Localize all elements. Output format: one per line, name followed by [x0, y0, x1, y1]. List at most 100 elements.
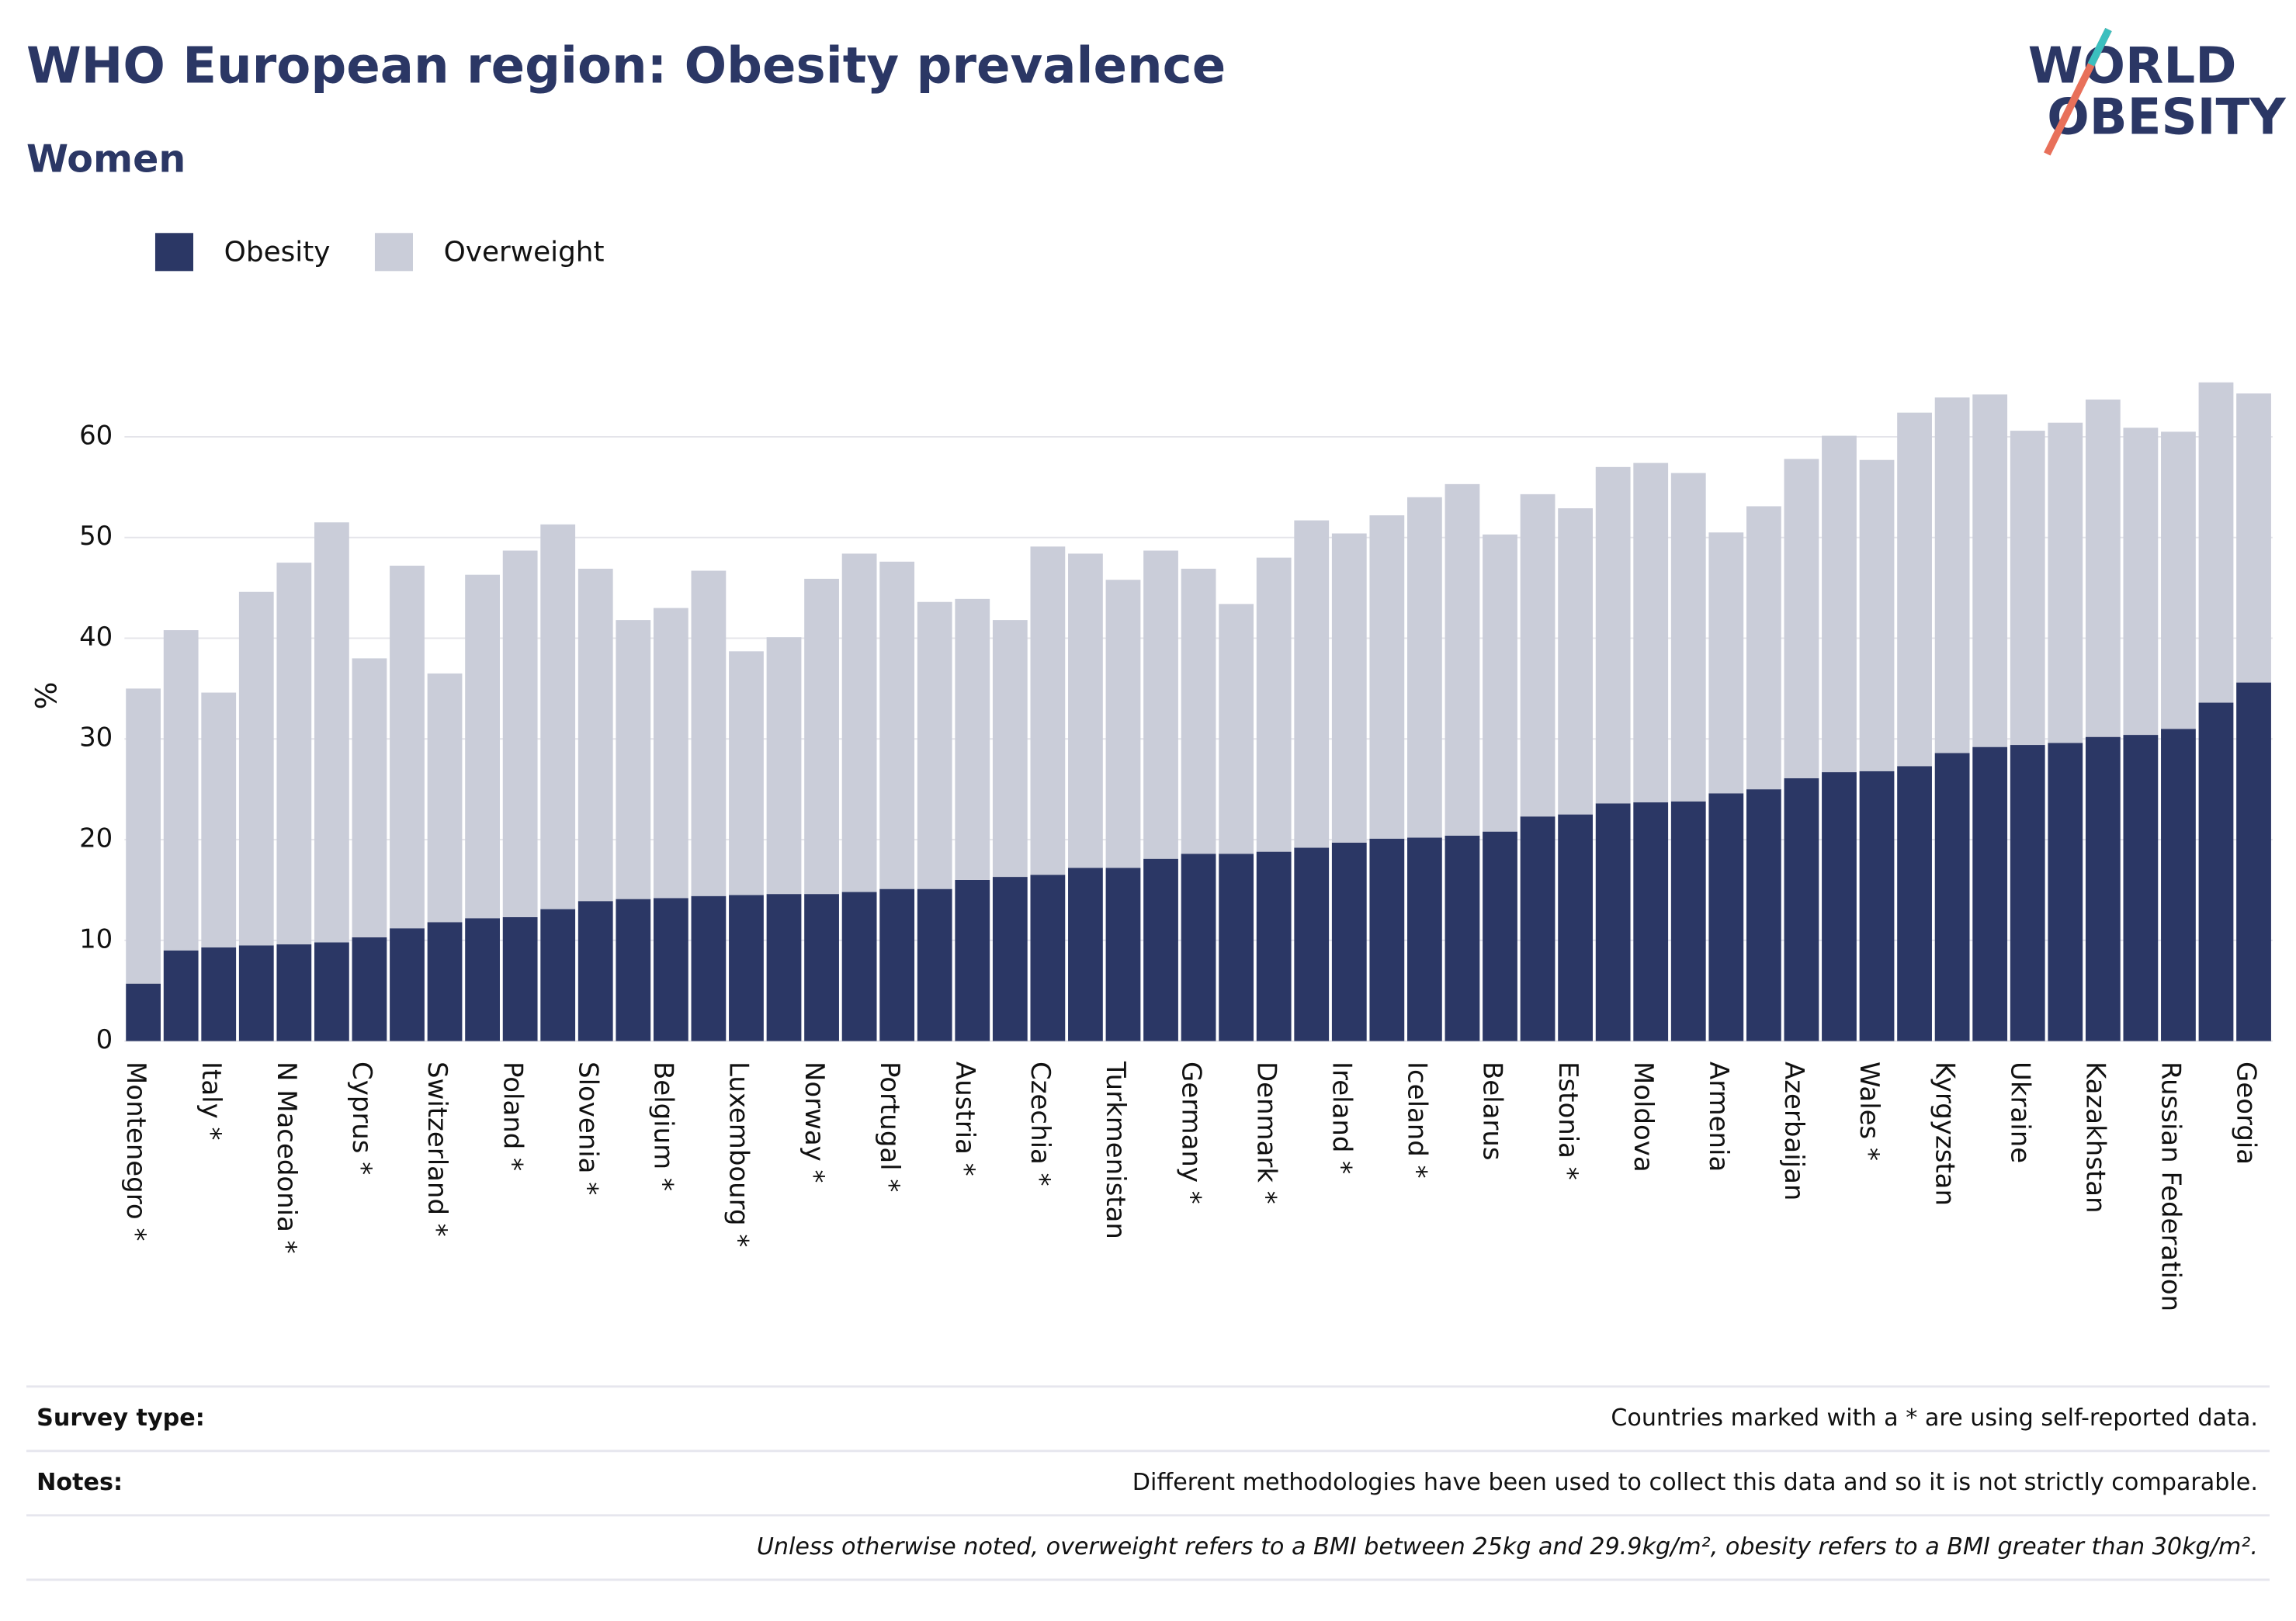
- logo-slash: [2087, 27, 2112, 67]
- legend-label: Overweight: [444, 237, 605, 268]
- bar-segment: [1483, 831, 1517, 1041]
- bar-segment: [352, 937, 387, 1041]
- bar-segment: [1407, 837, 1442, 1041]
- bar-segment: [352, 658, 387, 937]
- bar-segment: [1369, 515, 1405, 839]
- bar-segment: [804, 894, 839, 1041]
- bar-segment: [1068, 868, 1103, 1041]
- x-tick-label: Turkmenistan: [1100, 1061, 1131, 1239]
- x-tick-label: Austria *: [949, 1062, 980, 1176]
- bar-segment: [1105, 580, 1141, 868]
- bar-segment: [238, 945, 274, 1041]
- x-tick-label: Czechia *: [1025, 1062, 1056, 1186]
- y-axis-label: %: [29, 681, 64, 709]
- bar-segment: [314, 942, 349, 1041]
- bar-segment: [1331, 533, 1367, 843]
- x-tick-label: Portugal *: [874, 1062, 905, 1192]
- y-tick-label: 0: [96, 1024, 113, 1055]
- footer-label: Survey type:: [36, 1405, 205, 1432]
- footer-text: Different methodologies have been used t…: [1132, 1469, 2258, 1496]
- bar-segment: [1181, 568, 1216, 854]
- bar-segment: [1407, 497, 1442, 838]
- x-tick-label: Belgium *: [648, 1062, 679, 1191]
- bar-segment: [1595, 466, 1631, 804]
- bar-segment: [540, 524, 576, 909]
- bar-segment: [691, 570, 727, 896]
- x-tick-label: Russian Federation: [2156, 1062, 2187, 1311]
- bar-segment: [2123, 735, 2159, 1041]
- x-tick-label: N Macedonia *: [271, 1062, 302, 1254]
- bar-segment: [577, 568, 613, 902]
- bar-segment: [1897, 766, 1932, 1041]
- bar-segment: [1746, 506, 1781, 790]
- bar-segment: [1972, 394, 2008, 747]
- bar-segment: [1105, 868, 1141, 1041]
- bar-segment: [766, 894, 802, 1041]
- bar-segment: [390, 566, 425, 929]
- bar-segment: [804, 578, 839, 895]
- bar-segment: [1331, 842, 1367, 1041]
- bar-segment: [2085, 736, 2121, 1041]
- bar-segment: [1558, 814, 1593, 1041]
- x-tick-label: Wales *: [1854, 1062, 1885, 1161]
- bar-segment: [126, 688, 161, 984]
- bar-segment: [1558, 508, 1593, 815]
- bar-segment: [390, 928, 425, 1041]
- bar-segment: [1784, 459, 1819, 778]
- y-tick-label: 50: [79, 521, 113, 552]
- bar-segment: [1784, 778, 1819, 1041]
- bar-segment: [1934, 753, 1970, 1041]
- bar-segment: [238, 591, 274, 946]
- x-tick-label: Georgia: [2231, 1062, 2262, 1165]
- bar-segment: [729, 895, 764, 1041]
- bar-segment: [1934, 397, 1970, 753]
- footer-text: Unless otherwise noted, overweight refer…: [757, 1533, 2258, 1560]
- bar-segment: [276, 563, 312, 945]
- x-tick-label: Germany *: [1175, 1062, 1206, 1204]
- bar-segment: [2123, 428, 2159, 736]
- bar-segment: [691, 895, 727, 1041]
- bar-segment: [1445, 835, 1480, 1041]
- x-tick-label: Norway *: [799, 1062, 830, 1183]
- bar-segment: [2198, 702, 2234, 1041]
- bar-segment: [163, 630, 199, 951]
- bar-segment: [616, 899, 651, 1041]
- bar-segment: [1219, 604, 1254, 854]
- y-tick-label: 10: [79, 923, 113, 954]
- logo-text: WORLD: [2028, 37, 2237, 95]
- bar-segment: [955, 598, 990, 880]
- bar-segment: [126, 983, 161, 1041]
- bar-segment: [1256, 851, 1292, 1041]
- bar-segment: [1897, 412, 1932, 767]
- bar-segment: [1708, 793, 1744, 1041]
- bar-segment: [1256, 557, 1292, 852]
- bar-segment: [1445, 483, 1480, 836]
- y-tick-label: 60: [79, 420, 113, 451]
- bar-segment: [276, 944, 312, 1041]
- x-tick-label: Ireland *: [1326, 1062, 1357, 1174]
- bar-segment: [992, 620, 1028, 878]
- footer-text: Countries marked with a * are using self…: [1611, 1405, 2258, 1432]
- bar-segment: [653, 898, 688, 1041]
- x-tick-label: Moldova: [1628, 1062, 1659, 1172]
- x-tick-label: Azerbaijan: [1778, 1062, 1809, 1200]
- bar-segment: [540, 909, 576, 1041]
- bar-segment: [1746, 789, 1781, 1041]
- bar-segment: [1143, 550, 1178, 859]
- bar-segment: [992, 877, 1028, 1041]
- bar-segment: [2198, 382, 2234, 703]
- bar-segment: [1972, 746, 2008, 1041]
- bar-segment: [1670, 473, 1706, 802]
- x-tick-label: Kazakhstan: [2080, 1062, 2111, 1214]
- bar-segment: [314, 522, 349, 943]
- footer-label: Notes:: [36, 1469, 123, 1496]
- bar-segment: [2048, 743, 2083, 1041]
- logo-text: OBESITY: [2047, 88, 2287, 147]
- chart-title: WHO European region: Obesity prevalence: [26, 37, 1226, 95]
- bar-segment: [2236, 682, 2271, 1041]
- bar-segment: [1520, 816, 1556, 1041]
- x-tick-label: Armenia: [1703, 1062, 1734, 1172]
- bar-segment: [1143, 858, 1178, 1041]
- bar-segment: [2161, 431, 2196, 729]
- bar-segment: [616, 620, 651, 899]
